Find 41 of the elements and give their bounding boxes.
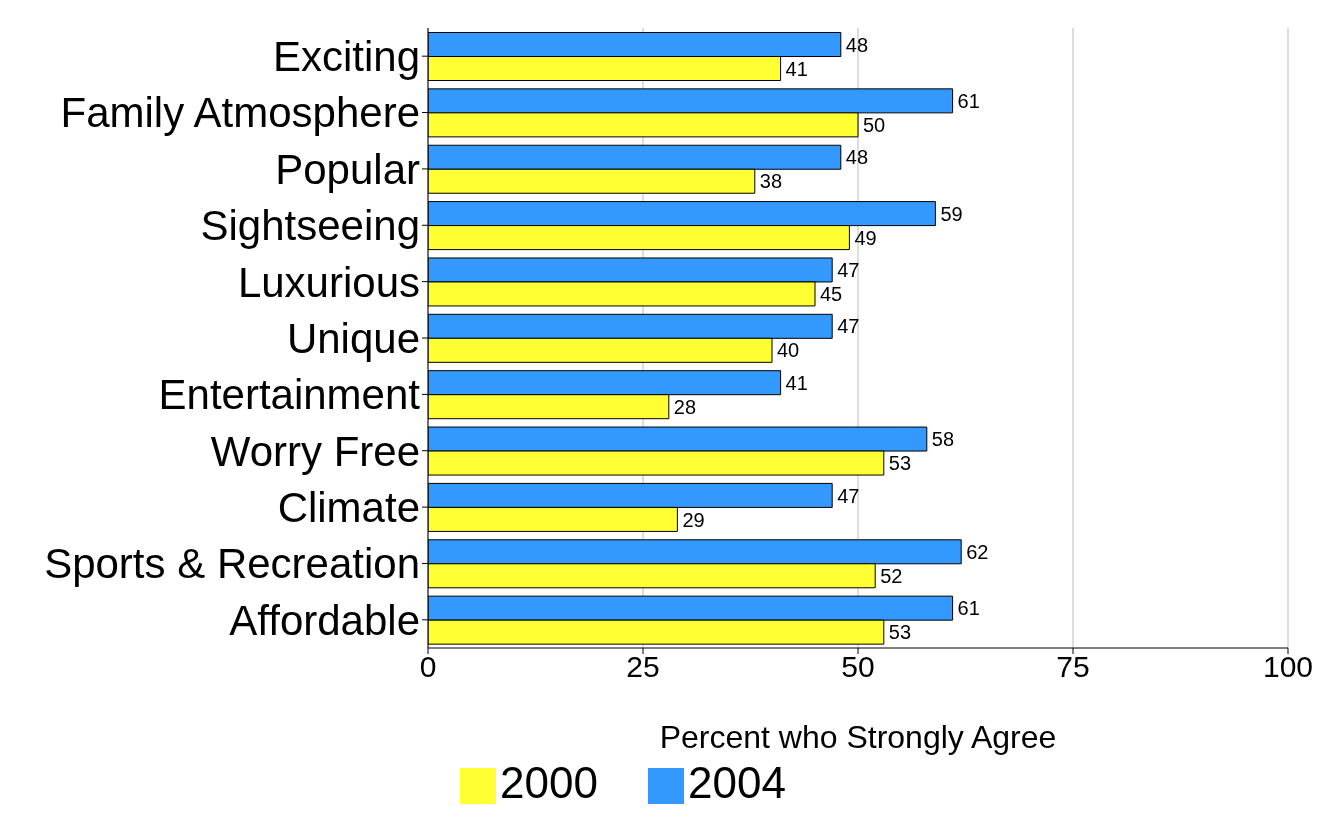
- x-tick-label: 25: [626, 650, 660, 684]
- y-tick-label: Climate: [277, 484, 420, 531]
- data-label: 38: [759, 170, 783, 193]
- data-label: 52: [880, 564, 903, 587]
- data-label: 45: [820, 283, 843, 306]
- data-label: 49: [854, 226, 877, 249]
- data-label: 50: [863, 113, 886, 136]
- x-tick-label: 0: [419, 650, 437, 684]
- y-tick-label: Luxurious: [237, 258, 420, 306]
- data-label: 41: [785, 57, 808, 80]
- data-label: 28: [673, 395, 697, 418]
- y-tick-label: Sports & Recreation: [44, 540, 420, 588]
- x-axis-title: Percent who Strongly Agree: [659, 719, 1057, 755]
- data-label: 58: [931, 428, 955, 451]
- y-tick-label: Sightseeing: [200, 202, 420, 250]
- y-tick-label: Unique: [286, 314, 420, 362]
- data-label: 48: [845, 33, 869, 56]
- data-label: 29: [682, 508, 705, 531]
- data-label: 41: [785, 371, 808, 394]
- data-label: 53: [888, 621, 912, 644]
- data-label: 61: [957, 89, 980, 112]
- y-tick-label: Exciting: [272, 33, 420, 81]
- legend-label: 2000: [500, 758, 598, 807]
- y-tick-label: Worry Free: [210, 427, 420, 475]
- data-label: 53: [888, 452, 912, 475]
- x-tick-label: 75: [1056, 650, 1090, 684]
- data-label: 62: [966, 540, 989, 563]
- data-label: 59: [940, 202, 963, 225]
- data-label: 47: [837, 259, 860, 282]
- data-label: 61: [957, 597, 980, 620]
- data-label: 47: [837, 315, 860, 338]
- x-tick-label: 100: [1262, 650, 1314, 684]
- x-tick-label: 50: [841, 650, 875, 684]
- data-label: 47: [837, 484, 860, 507]
- y-tick-label: Affordable: [229, 596, 420, 644]
- data-label: 40: [777, 339, 800, 362]
- data-label: 48: [845, 146, 869, 169]
- y-tick-label: Entertainment: [158, 371, 421, 419]
- y-tick-label: Family Atmosphere: [60, 89, 420, 137]
- legend-label: 2004: [688, 758, 786, 807]
- y-tick-label: Popular: [275, 145, 421, 193]
